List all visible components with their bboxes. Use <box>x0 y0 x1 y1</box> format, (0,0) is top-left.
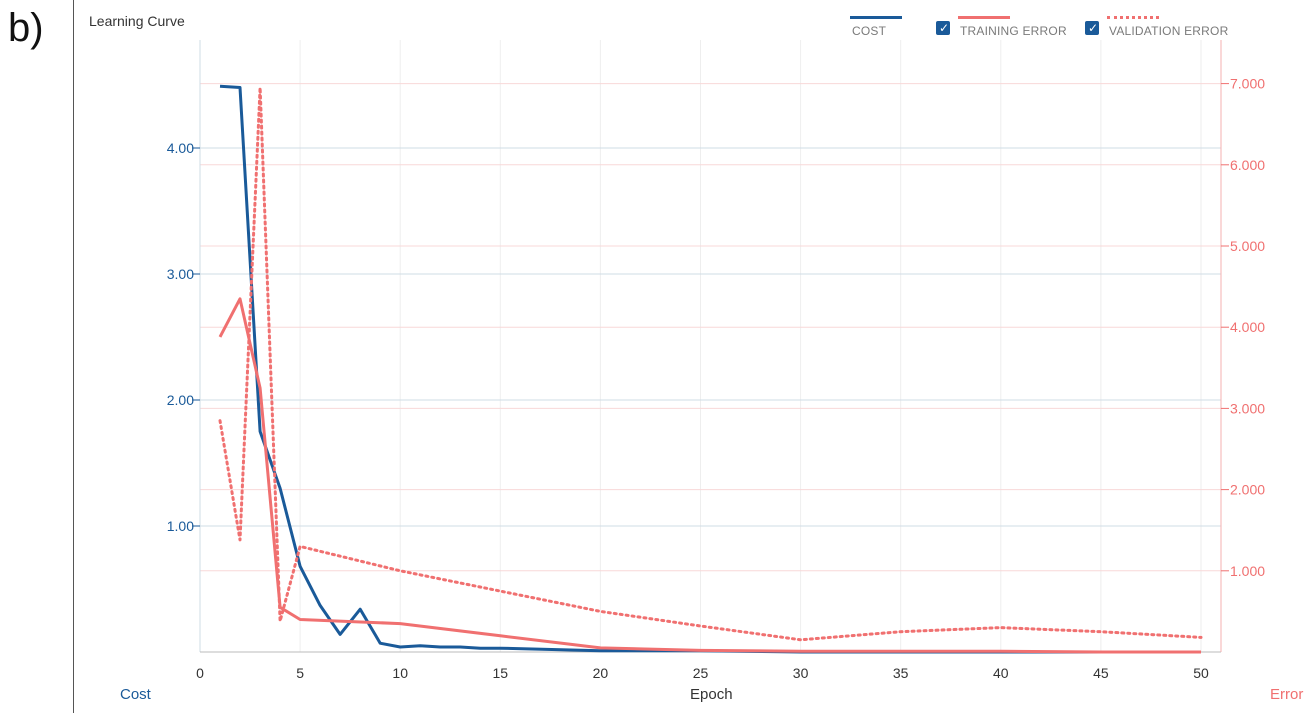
y-left-tick-label: 3.00 <box>167 266 194 282</box>
x-tick-label: 50 <box>1193 665 1209 681</box>
x-tick-label: 5 <box>296 665 304 681</box>
y-right-tick-label: 7.000 <box>1230 76 1265 92</box>
y-left-tick-label: 1.00 <box>167 518 194 534</box>
legend-cost-label: COST <box>852 24 887 38</box>
x-tick-label: 0 <box>196 665 204 681</box>
x-tick-label: 15 <box>493 665 509 681</box>
panel-label: b) <box>8 6 44 50</box>
x-tick-label: 10 <box>392 665 408 681</box>
x-tick-label: 20 <box>593 665 609 681</box>
series-line-cost <box>219 84 1201 654</box>
y-right-tick-label: 6.000 <box>1230 157 1265 173</box>
x-axis-title: Epoch <box>690 686 733 703</box>
x-tick-label: 40 <box>993 665 1009 681</box>
x-tick-label: 35 <box>893 665 909 681</box>
y-left-tick-label: 2.00 <box>167 392 194 408</box>
x-tick-label: 45 <box>1093 665 1109 681</box>
y-left-tick-label: 4.00 <box>167 140 194 156</box>
y-right-tick-label: 4.000 <box>1230 319 1265 335</box>
y-right-tick-label: 2.000 <box>1230 482 1265 498</box>
y-left-axis-title: Cost <box>120 686 151 703</box>
y-right-tick-label: 3.000 <box>1230 400 1265 416</box>
y-right-tick-label: 1.000 <box>1230 563 1265 579</box>
check-icon: ✓ <box>939 21 950 35</box>
series-line-validation-error <box>218 86 1203 642</box>
legend-cost-swatch <box>850 16 902 19</box>
legend-validation-error-swatch <box>1107 16 1159 19</box>
panel-divider <box>73 0 74 713</box>
legend-training-error-swatch <box>958 16 1010 19</box>
y-right-tick-label: 5.000 <box>1230 238 1265 254</box>
y-right-axis-title: Error <box>1270 686 1304 703</box>
training-error-checkbox[interactable]: ✓ <box>936 21 950 35</box>
x-tick-label: 25 <box>693 665 709 681</box>
x-tick-label: 30 <box>793 665 809 681</box>
validation-error-checkbox[interactable]: ✓ <box>1085 21 1099 35</box>
legend-training-error-label: TRAINING ERROR <box>960 24 1067 38</box>
legend-validation-error-label: VALIDATION ERROR <box>1109 24 1229 38</box>
check-icon: ✓ <box>1088 21 1099 35</box>
series-line-training-error <box>218 297 1201 654</box>
chart-title: Learning Curve <box>89 13 185 29</box>
